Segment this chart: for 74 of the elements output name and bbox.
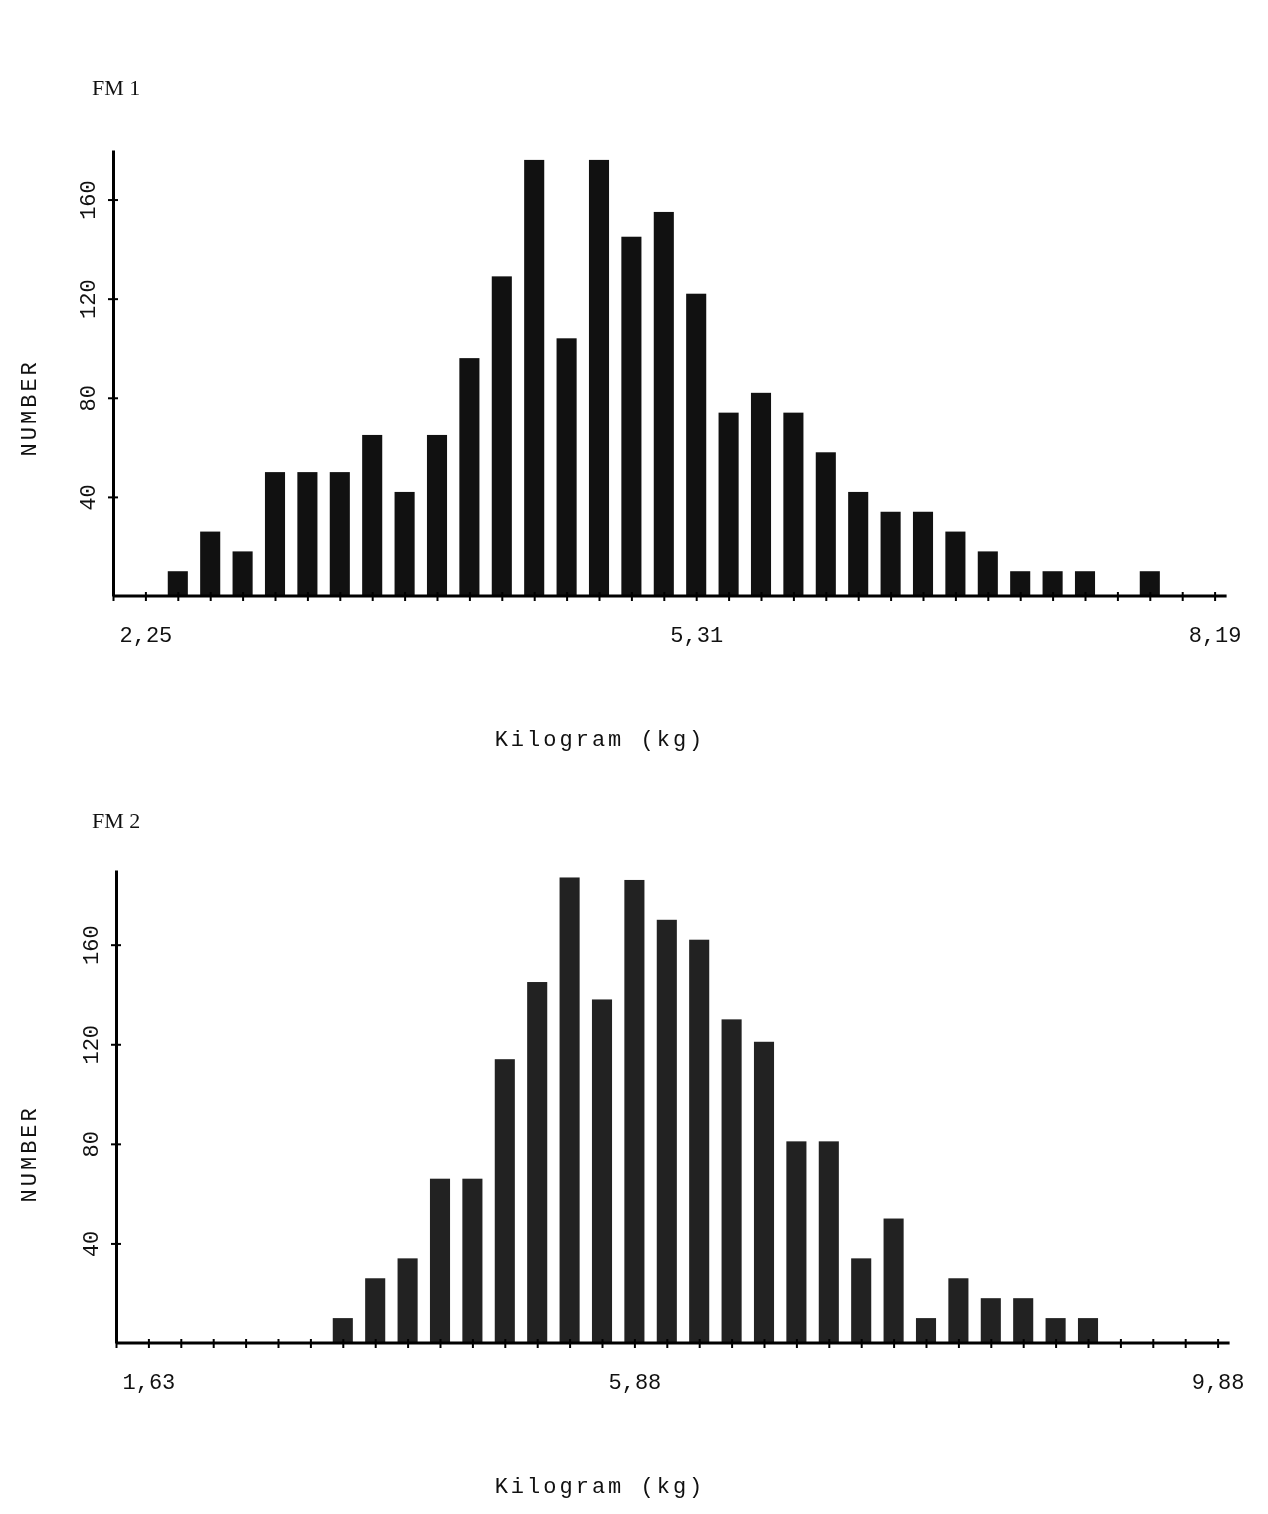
bar bbox=[559, 877, 580, 1343]
x-tick-label: 5,88 bbox=[608, 1370, 662, 1396]
chart-title: FM 2 bbox=[92, 808, 141, 833]
y-axis-title: NUMBER bbox=[18, 359, 43, 457]
bar bbox=[1013, 1298, 1034, 1343]
bar bbox=[653, 211, 674, 596]
x-tick-label: 5,31 bbox=[670, 623, 724, 649]
x-tick-label: 9,88 bbox=[1191, 1370, 1245, 1396]
bar bbox=[332, 1318, 353, 1343]
bar bbox=[621, 236, 642, 596]
bar bbox=[167, 571, 188, 596]
bar bbox=[524, 159, 545, 596]
y-tick-label: 120 bbox=[76, 279, 102, 319]
bar bbox=[848, 491, 869, 596]
bar bbox=[397, 1258, 418, 1343]
bar bbox=[818, 1141, 839, 1343]
bar bbox=[786, 1141, 807, 1343]
bar bbox=[980, 1298, 1001, 1343]
bar bbox=[429, 1178, 451, 1343]
x-axis-title: Kilogram (kg) bbox=[494, 728, 706, 753]
bar bbox=[329, 472, 350, 596]
bar bbox=[686, 293, 707, 596]
bar bbox=[491, 276, 512, 596]
x-tick-label: 8,19 bbox=[1188, 623, 1242, 649]
bar bbox=[1074, 571, 1096, 596]
bar bbox=[1042, 571, 1063, 596]
bar bbox=[1139, 571, 1160, 596]
bar bbox=[783, 412, 804, 596]
x-tick-label: 2,25 bbox=[119, 623, 173, 649]
y-tick-label: 40 bbox=[79, 1230, 105, 1258]
bar bbox=[880, 511, 901, 596]
y-tick-label: 160 bbox=[76, 180, 102, 220]
bar bbox=[718, 412, 739, 596]
bar bbox=[977, 551, 998, 596]
bar bbox=[624, 879, 645, 1343]
bar bbox=[362, 434, 383, 596]
bar bbox=[915, 1318, 937, 1343]
bar bbox=[459, 358, 480, 596]
y-tick-label: 160 bbox=[79, 925, 105, 965]
bar bbox=[297, 472, 318, 596]
bar bbox=[365, 1278, 386, 1343]
x-axis-title: Kilogram (kg) bbox=[494, 1475, 706, 1500]
bar bbox=[1077, 1318, 1099, 1343]
bar bbox=[588, 159, 610, 596]
y-tick-label: 40 bbox=[76, 484, 102, 511]
bar bbox=[527, 982, 548, 1343]
bar bbox=[948, 1278, 969, 1343]
bar bbox=[815, 452, 836, 596]
bar bbox=[494, 1059, 515, 1343]
bar bbox=[945, 531, 966, 596]
bar bbox=[721, 1019, 742, 1343]
bar bbox=[1010, 571, 1031, 596]
bar bbox=[426, 434, 448, 596]
bar bbox=[912, 511, 934, 596]
bar bbox=[689, 939, 710, 1343]
bar bbox=[883, 1218, 904, 1343]
bar bbox=[851, 1258, 872, 1343]
bar bbox=[753, 1041, 775, 1343]
chart-title: FM 1 bbox=[92, 75, 141, 100]
bar bbox=[556, 338, 577, 596]
y-tick-label: 80 bbox=[76, 385, 102, 412]
bar bbox=[264, 472, 286, 596]
bar bbox=[232, 551, 253, 596]
bar bbox=[462, 1178, 483, 1343]
bar bbox=[200, 531, 221, 596]
bar bbox=[394, 491, 415, 596]
bar bbox=[591, 999, 613, 1343]
y-tick-label: 80 bbox=[79, 1131, 105, 1158]
y-tick-label: 120 bbox=[79, 1024, 105, 1065]
bar bbox=[750, 392, 772, 596]
bar bbox=[656, 919, 677, 1343]
bar bbox=[1045, 1318, 1066, 1343]
y-axis-title: NUMBER bbox=[18, 1105, 43, 1203]
x-tick-label: 1,63 bbox=[122, 1370, 176, 1396]
